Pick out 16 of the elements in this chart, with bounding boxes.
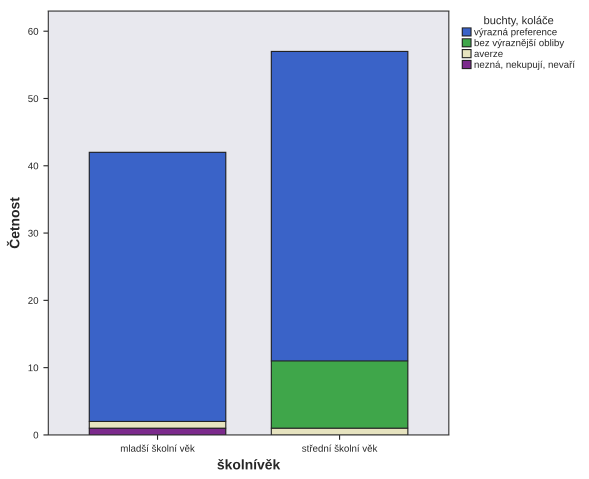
legend-title: buchty, koláče xyxy=(484,16,554,26)
x-axis-title: školnívěk xyxy=(217,458,280,470)
y-axis-title: Četnost xyxy=(6,197,20,248)
y-tick-label: 60 xyxy=(28,28,38,35)
y-tick-label: 30 xyxy=(28,230,38,237)
y-tick-label: 40 xyxy=(28,162,38,170)
legend-label: bez výraznější obliby xyxy=(474,38,564,48)
y-tick-label: 20 xyxy=(28,297,38,304)
legend-label: averze xyxy=(474,52,503,58)
legend-label: výrazná preference xyxy=(474,28,557,38)
y-tick-label: 10 xyxy=(28,364,38,372)
y-tick-label: 50 xyxy=(28,95,38,102)
legend-label: nezná, nekupují, nevaří xyxy=(474,60,575,70)
x-tick-label: mladší školní věk xyxy=(120,444,195,452)
x-tick-label: střední školní věk xyxy=(302,444,378,452)
y-tick-label: 0 xyxy=(34,432,38,439)
